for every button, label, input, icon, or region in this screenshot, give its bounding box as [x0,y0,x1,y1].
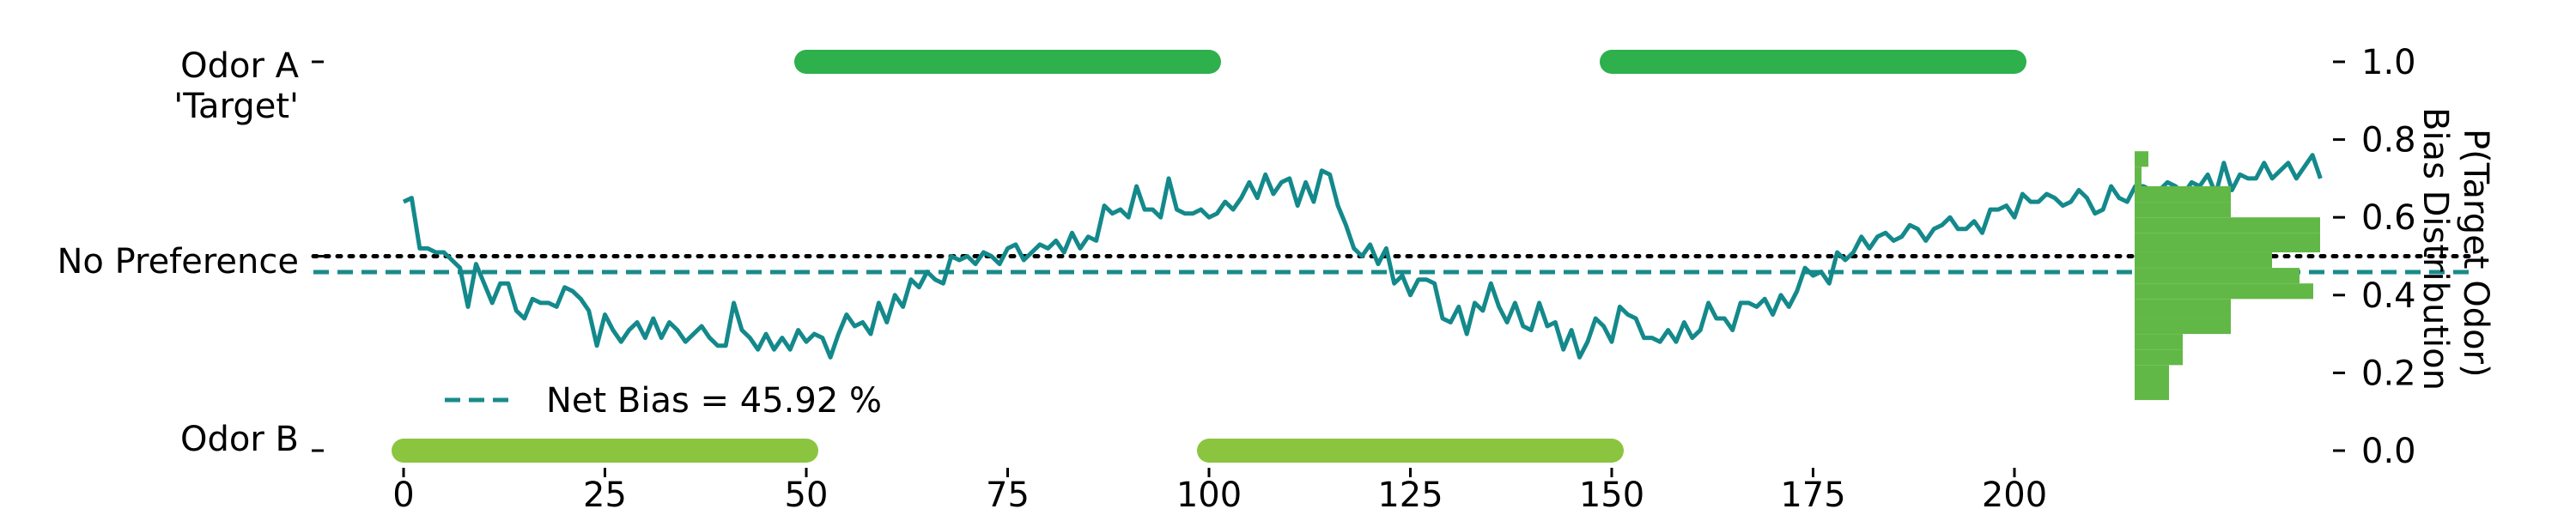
histogram-bar [2135,365,2169,385]
reference-lines [311,254,2474,275]
x-tick-label: 100 [1176,476,1242,515]
right-axis-label: P(Target Odor) Bias Distribution [2415,107,2495,391]
histogram-bar [2135,251,2272,269]
x-tick-label: 175 [1780,476,1845,515]
legend-label: Net Bias = 45.92 % [546,381,882,421]
odor-a-label: Odor A 'Target' [173,46,299,126]
histogram-bar [2135,349,2183,366]
odor-a-label-line1: Odor A [180,46,300,86]
right-tick-label: 0.2 [2361,354,2416,393]
right-axis: 0.0 0.2 0.4 0.6 0.8 1.0 [2333,43,2416,471]
x-tick-label: 25 [583,476,627,515]
histogram-bar [2135,268,2300,284]
histogram-bar [2135,217,2320,233]
histogram-bar [2135,151,2148,167]
bias-series-line [402,153,2323,360]
x-tick-label: 125 [1377,476,1443,515]
histogram-bar [2135,299,2231,318]
legend: Net Bias = 45.92 % [445,381,882,421]
histogram-bar [2135,202,2231,218]
right-tick-label: 0.4 [2361,276,2416,316]
x-tick-label: 75 [986,476,1030,515]
histogram-bar [2135,167,2142,186]
right-tick-label: 1.0 [2361,43,2416,82]
histogram-bar [2135,233,2320,252]
odor-a-label-line2: 'Target' [173,87,299,126]
histogram [2135,151,2320,401]
right-tick-label: 0.0 [2361,432,2416,471]
odor-blocks [392,50,2026,463]
histogram-bar [2135,185,2231,203]
histogram-bar [2135,334,2183,350]
right-axis-label-line1: P(Target Odor) [2456,129,2495,378]
right-axis-label-line2: Bias Distribution [2415,107,2455,391]
x-axis: 0 25 50 75 100 125 150 175 200 [392,468,2047,515]
series-group [402,153,2323,360]
x-tick-label: 50 [785,476,829,515]
right-tick-label: 0.6 [2361,198,2416,238]
odor-b-label: Odor B [180,420,299,459]
histogram-bar [2135,318,2231,335]
no-preference-label: No Preference [57,242,299,282]
histogram-bar [2135,283,2313,300]
right-tick-label: 0.8 [2361,121,2416,161]
histogram-bar [2135,384,2169,401]
x-tick-label: 150 [1579,476,1644,515]
x-tick-label: 0 [392,476,414,515]
x-tick-label: 200 [1982,476,2047,515]
